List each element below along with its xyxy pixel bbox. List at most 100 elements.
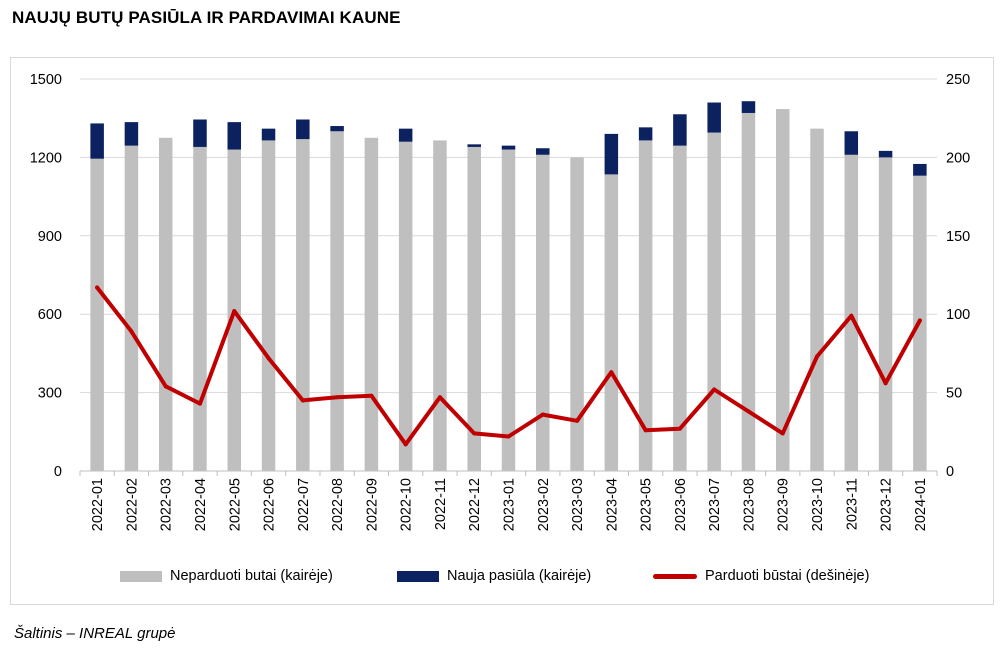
bar-new-supply (330, 126, 344, 132)
y-right-tick-label: 100 (946, 307, 970, 323)
bar-unsold (878, 157, 893, 471)
legend-item-unsold: Neparduoti butai (kairėje) (120, 565, 333, 587)
legend-swatch-unsold (120, 570, 162, 582)
x-tick-label: 2023-10 (810, 478, 826, 531)
point-sold (335, 395, 340, 400)
bar-unsold (261, 140, 276, 471)
y-left-tick-label: 900 (38, 229, 62, 245)
point-sold (437, 395, 442, 400)
point-sold (369, 393, 374, 398)
bar-new-supply (707, 102, 721, 133)
bar-unsold (124, 145, 139, 471)
bar-unsold (536, 154, 550, 471)
bar-unsold (296, 139, 310, 471)
y-right-tick-label: 200 (946, 150, 970, 166)
point-sold (266, 356, 271, 361)
bar-unsold (844, 154, 859, 471)
bar-unsold (364, 137, 379, 472)
point-sold (506, 434, 511, 439)
x-tick-label: 2022-07 (296, 478, 312, 531)
bar-unsold (673, 145, 687, 471)
y-left-tick-label: 300 (38, 386, 62, 402)
y-right-tick-label: 0 (946, 464, 954, 480)
bar-unsold (707, 132, 721, 471)
bar-new-supply (193, 119, 207, 147)
point-sold (712, 387, 717, 392)
bar-new-supply (261, 128, 276, 141)
point-sold (815, 354, 820, 359)
bar-new-supply (90, 123, 104, 159)
bar-unsold (193, 146, 207, 472)
x-tick-label: 2023-07 (707, 478, 723, 531)
x-tick-label: 2022-10 (399, 478, 415, 531)
bar-unsold (433, 140, 447, 471)
x-tick-label: 2022-03 (159, 478, 175, 531)
point-sold (677, 426, 682, 431)
y-right-tick-label: 50 (946, 386, 962, 402)
x-tick-label: 2023-01 (502, 478, 518, 531)
x-tick-label: 2023-09 (776, 478, 792, 531)
point-sold (575, 418, 580, 423)
legend-item-sold: Parduoti būstai (dešinėje) (653, 565, 869, 587)
bar-new-supply (638, 127, 653, 141)
legend-label-sold: Parduoti būstai (dešinėje) (705, 568, 870, 584)
bar-unsold (604, 174, 619, 472)
y-left-tick-label: 600 (38, 307, 62, 323)
bar-unsold (330, 131, 344, 471)
x-tick-label: 2022-05 (227, 478, 243, 531)
point-sold (403, 442, 408, 447)
y-left-tick-label: 1500 (30, 72, 62, 88)
point-sold (163, 384, 168, 389)
legend-swatch-new-supply (397, 570, 439, 582)
point-sold (883, 381, 888, 386)
bar-unsold (501, 149, 516, 471)
bar-new-supply (296, 119, 310, 140)
point-sold (232, 309, 237, 314)
point-sold (780, 431, 785, 436)
bar-new-supply (878, 150, 893, 158)
x-tick-label: 2022-04 (193, 478, 209, 531)
point-sold (917, 318, 922, 323)
point-sold (129, 329, 134, 334)
bar-unsold (90, 158, 104, 471)
bar-unsold (570, 157, 584, 471)
point-sold (849, 313, 854, 318)
bar-unsold (810, 128, 824, 472)
x-tick-label: 2022-12 (467, 478, 483, 531)
point-sold (472, 431, 477, 436)
bar-new-supply (673, 114, 687, 146)
x-tick-label: 2022-06 (262, 478, 278, 531)
point-sold (300, 398, 305, 403)
legend-label-unsold: Neparduoti butai (kairėje) (170, 568, 333, 584)
y-left-tick-label: 0 (54, 464, 62, 480)
bar-new-supply (398, 128, 413, 142)
point-sold (197, 401, 202, 406)
point-sold (643, 428, 648, 433)
bar-unsold (398, 141, 413, 471)
bar-unsold (467, 146, 481, 472)
legend-label-new-supply: Nauja pasiūla (kairėje) (447, 568, 592, 584)
point-sold (609, 370, 614, 375)
x-tick-label: 2023-06 (673, 478, 689, 531)
bar-unsold (741, 112, 756, 472)
bar-new-supply (741, 101, 756, 113)
y-right-tick-label: 150 (946, 229, 970, 245)
x-tick-label: 2023-02 (536, 478, 552, 531)
y-right-tick-label: 250 (946, 72, 970, 88)
bar-unsold (775, 109, 790, 471)
legend-line-sold (653, 573, 697, 579)
x-tick-label: 2022-08 (330, 478, 346, 531)
x-tick-label: 2023-12 (879, 478, 895, 531)
x-tick-label: 2023-04 (604, 478, 620, 531)
bar-unsold (158, 137, 173, 472)
bar-new-supply (844, 131, 859, 155)
x-tick-label: 2023-08 (741, 478, 757, 531)
x-tick-label: 2023-03 (570, 478, 586, 531)
legend-item-new-supply: Nauja pasiūla (kairėje) (397, 565, 591, 587)
x-tick-label: 2024-01 (913, 478, 929, 531)
bar-new-supply (913, 163, 927, 176)
chart-legend: Neparduoti butai (kairėje) Nauja pasiūla… (0, 565, 1007, 587)
y-left-tick-label: 1200 (30, 150, 62, 166)
x-tick-label: 2023-05 (639, 478, 655, 531)
